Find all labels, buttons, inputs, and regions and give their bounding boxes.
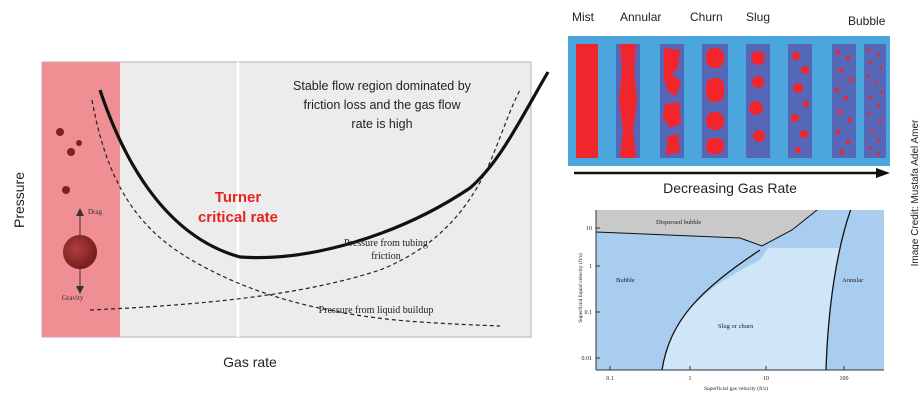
x-tick-label: 0.1 [606,376,614,382]
x-tick-label: 10 [763,376,769,382]
flow-label-annular: Annular [620,10,662,24]
tube-annular [616,44,640,158]
total-pressure-curve [98,71,550,260]
stable-region-text-line: friction loss and the gas flow [303,98,461,112]
tubing-friction-label: friction [371,251,400,262]
tube-bubble-small [832,44,856,158]
slug-churn-region [662,248,840,370]
droplet [67,148,75,156]
liquid-buildup-curve [91,99,501,327]
x-tick-labels: 0.1 1 10 100 [606,366,849,382]
tube-slug [702,44,728,158]
droplet [76,140,82,146]
dispersed-bubble-label: Dispersed bubble [656,219,701,226]
y-tick-label: 1 [589,264,592,270]
drag-label: Drag [88,208,102,216]
drag-arrowhead [76,208,84,216]
stable-region-text-line: rate is high [351,117,412,131]
pressure-vs-gas-rate-diagram: Pressure Gas rate Drag Gravity [11,61,550,370]
flow-label-mist: Mist [572,10,594,24]
tube-bubble-large [788,44,812,158]
image-credit: Image Credit: Mustafa Adel Amer [910,119,919,267]
pressure-chart-svg: Drag Gravity Stable flow region dominate… [41,61,550,338]
y-tick-label: 0.1 [585,310,593,316]
arrowhead [876,168,890,178]
tube-dispersed-bubble [864,44,886,158]
flow-patterns-svg [568,36,890,178]
gravity-label: Gravity [62,294,84,302]
flow-map-svg: Dispersed bubble Bubble Slug or churn An… [577,210,884,392]
x-tick-label: 1 [689,376,692,382]
y-tick-label: 10 [586,226,592,232]
turner-label: critical rate [198,209,278,226]
turner-label: Turner [215,189,262,206]
droplet [62,186,70,194]
y-tick-label: 0.01 [582,356,593,362]
x-tick-label: 100 [840,376,849,382]
droplet-force-diagram: Drag Gravity [62,208,102,302]
tube-churn [660,44,684,158]
flow-label-bubble: Bubble [848,14,886,28]
tubing-friction-label: Pressure from tubing [344,238,428,249]
tube-slug-small [746,44,770,158]
map-x-axis-label: Superficial gas velocity (ft/s) [704,385,768,392]
flow-patterns-panel: Mist Annular Churn Slug Bubble [560,0,895,210]
droplet [56,128,64,136]
bubble-slug-boundary [661,249,761,371]
bubble-label: Bubble [616,277,635,284]
flow-regime-map: Dispersed bubble Bubble Slug or churn An… [560,210,895,398]
slug-annular-boundary [825,210,852,371]
gravity-arrowhead [76,286,84,294]
tube-mist [576,44,598,158]
slug-churn-label: Slug or churn [718,323,754,330]
large-droplet-shade [63,235,97,269]
flow-label-churn: Churn [690,10,723,24]
x-axis-label: Gas rate [223,354,277,370]
y-tick-labels: 10 1 0.1 0.01 [582,226,600,362]
liquid-buildup-label: Pressure from liquid buildup [319,305,434,316]
decreasing-gas-rate-label: Decreasing Gas Rate [663,180,797,196]
stable-region-text-line: Stable flow region dominated by [293,79,472,93]
flow-label-slug: Slug [746,10,771,24]
annular-label: Annular [842,277,864,284]
map-y-axis-label: Superficial liquid velocity (ft/s) [577,253,584,323]
tubing-friction-curve [89,89,521,311]
